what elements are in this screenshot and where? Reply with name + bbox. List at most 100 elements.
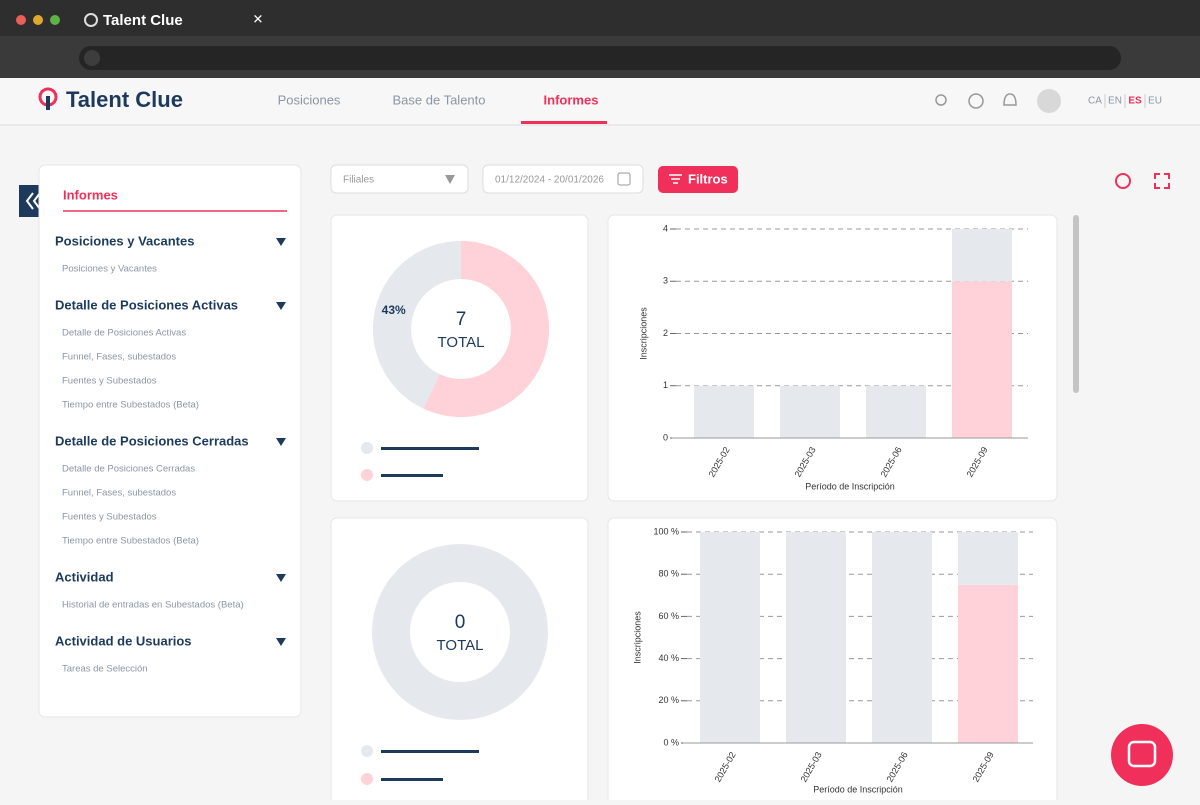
y-tick-label: 3 [663, 276, 668, 286]
donut-total: 0 [455, 612, 466, 633]
help-icon[interactable] [968, 93, 984, 109]
brand-logo-stem [46, 96, 50, 110]
sidebar-section-title[interactable]: Posiciones y Vacantes [55, 233, 194, 248]
language-option[interactable]: EU [1148, 96, 1162, 107]
sidebar-link[interactable]: Tiempo entre Subestados (Beta) [62, 536, 199, 547]
donut-track [372, 544, 548, 720]
nav-bar [0, 78, 1200, 125]
tab-icon [84, 13, 98, 27]
y-tick-label: 4 [663, 223, 668, 233]
branch-select[interactable] [330, 164, 469, 194]
sidebar-link[interactable]: Funnel, Fases, subestados [62, 488, 176, 499]
sidebar-link[interactable]: Posiciones y Vacantes [62, 264, 157, 275]
sidebar-link[interactable]: Detalle de Posiciones Activas [62, 328, 186, 339]
bar-segment [780, 385, 840, 438]
calendar-icon [617, 172, 631, 186]
sidebar-section-toggle[interactable] [276, 238, 286, 246]
sidebar-sections: Posiciones y Vacantes Posiciones y Vacant… [55, 233, 286, 675]
fullscreen-button[interactable] [1154, 173, 1170, 189]
legend-swatch [361, 469, 373, 481]
sidebar-section-toggle[interactable] [276, 302, 286, 310]
tab-title[interactable]: Talent Clue [103, 12, 183, 29]
date-range: 01/12/2024 - 20/01/2026 [495, 175, 604, 186]
legend-placeholder [381, 750, 479, 753]
language-option[interactable]: ES [1128, 96, 1142, 107]
sidebar-section-toggle[interactable] [276, 438, 286, 446]
donut-total-label: TOTAL [437, 637, 484, 654]
nav-tab[interactable]: Posiciones [278, 92, 341, 107]
chat-icon [1127, 740, 1157, 768]
sidebar-link[interactable]: Tiempo entre Subestados (Beta) [62, 400, 199, 411]
filters-button[interactable] [658, 166, 738, 193]
y-tick-label: 0 [663, 432, 668, 442]
history-button[interactable] [1115, 173, 1131, 189]
donut-total: 7 [456, 309, 467, 330]
sidebar-section-toggle[interactable] [276, 638, 286, 646]
nav-tabs: Posiciones Base de Talento Informes [278, 92, 599, 107]
y-tick-label: 2 [663, 328, 668, 338]
bar-segment [872, 532, 932, 743]
filters-icon [669, 174, 682, 184]
legend-swatch [361, 745, 373, 757]
language-switch: CA EN ES EU [1088, 94, 1162, 108]
x-axis-title: Período de Inscripción [805, 481, 895, 491]
sidebar-title: Informes [63, 187, 118, 202]
scrollbar[interactable] [1073, 215, 1079, 393]
donut-value-label: 43% [382, 303, 406, 317]
bar-segment [958, 584, 1018, 743]
sidebar-section-toggle[interactable] [276, 574, 286, 582]
filters-button-label: Filtros [688, 171, 728, 186]
nav-tab[interactable]: Base de Talento [393, 92, 486, 107]
bar-segment [694, 385, 754, 438]
y-tick-label: 20 % [658, 695, 679, 705]
language-option[interactable]: CA [1088, 96, 1102, 107]
sidebar-link[interactable]: Fuentes y Subestados [62, 376, 157, 387]
donut-segment [373, 241, 461, 409]
y-tick-label: 40 % [658, 653, 679, 663]
address-icon [84, 50, 100, 66]
bar-segment [952, 281, 1012, 438]
legend-placeholder [381, 447, 479, 450]
window-maximize[interactable] [50, 15, 60, 25]
legend-swatch [361, 773, 373, 785]
search-icon[interactable] [935, 94, 947, 106]
user-avatar[interactable] [1037, 89, 1061, 113]
legend-swatch [361, 442, 373, 454]
bar-segment [700, 532, 760, 743]
language-option[interactable]: EN [1108, 96, 1122, 107]
y-axis-title: Inscripciones [638, 307, 648, 360]
bar-segment [866, 385, 926, 438]
window-close[interactable] [16, 15, 26, 25]
donut-segment [423, 241, 549, 418]
legend-placeholder [381, 778, 443, 781]
chat-button[interactable] [1111, 724, 1173, 786]
bar-segment [952, 229, 1012, 282]
date-range-picker[interactable] [482, 164, 644, 194]
collapse-icon [25, 192, 41, 210]
sidebar-link[interactable]: Tareas de Selección [62, 664, 148, 675]
y-tick-label: 60 % [658, 611, 679, 621]
sidebar-section-title[interactable]: Detalle de Posiciones Cerradas [55, 433, 249, 448]
notifications-icon[interactable] [1003, 93, 1017, 106]
branch-select-label: Filiales [343, 175, 374, 186]
y-tick-label: 100 % [653, 526, 679, 536]
sidebar-section-title[interactable]: Actividad de Usuarios [55, 633, 192, 648]
y-tick-label: 1 [663, 380, 668, 390]
bar-segment [786, 532, 846, 743]
sidebar-link[interactable]: Historial de entradas en Subestados (Bet… [62, 600, 244, 611]
bar-segment [958, 532, 1018, 585]
sidebar-section-title[interactable]: Detalle de Posiciones Activas [55, 297, 238, 312]
sidebar-link[interactable]: Funnel, Fases, subestados [62, 352, 176, 363]
window-minimize[interactable] [33, 15, 43, 25]
tab-close[interactable]: ✕ [253, 11, 264, 26]
sidebar-link[interactable]: Fuentes y Subestados [62, 512, 157, 523]
address-bar[interactable] [79, 46, 1121, 70]
nav-tab[interactable]: Informes [544, 92, 599, 107]
donut-total-label: TOTAL [438, 334, 485, 351]
active-tab-underline [521, 121, 607, 124]
sidebar-link[interactable]: Detalle de Posiciones Cerradas [62, 464, 195, 475]
sidebar-section-title[interactable]: Actividad [55, 569, 114, 584]
brand-name[interactable]: Talent Clue [66, 87, 183, 112]
